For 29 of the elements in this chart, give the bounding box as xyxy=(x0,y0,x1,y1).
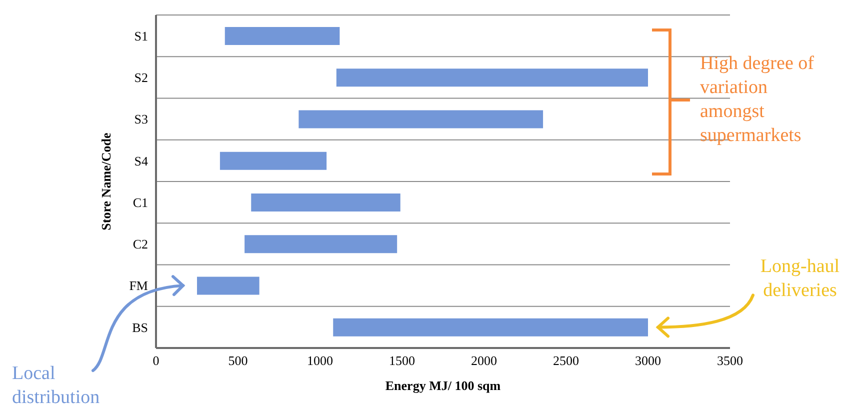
y-tick-label: C2 xyxy=(132,236,148,252)
x-tick-label: 2000 xyxy=(471,353,497,368)
bar xyxy=(220,152,327,170)
y-tick-label: S1 xyxy=(134,28,148,44)
x-axis-title: Energy MJ/ 100 sqm xyxy=(385,378,501,393)
y-tick-label: FM xyxy=(129,278,148,294)
bar xyxy=(197,276,260,295)
x-tick-label: 0 xyxy=(152,353,160,368)
y-tick-label: S3 xyxy=(134,112,148,127)
bar xyxy=(333,318,648,336)
text: Long-haul deliveries xyxy=(759,255,841,303)
bar xyxy=(298,110,544,128)
bar xyxy=(244,235,398,254)
bar xyxy=(224,27,340,45)
text: Local distribution xyxy=(12,362,101,410)
bar xyxy=(251,194,400,212)
x-tick-label: 3000 xyxy=(635,353,661,368)
x-tick-label: 2500 xyxy=(553,353,579,368)
bar xyxy=(336,68,648,87)
y-axis-title: Store Name/Code xyxy=(98,132,114,230)
y-tick-label: BS xyxy=(132,320,148,335)
y-tick-label: S2 xyxy=(134,70,148,86)
x-tick-label: 3500 xyxy=(717,353,743,368)
x-tick-label: 1500 xyxy=(389,353,415,368)
x-tick-label: 500 xyxy=(228,353,248,368)
y-tick-label: S4 xyxy=(134,153,148,168)
annotation: High degree of variation amongst supermarkets xyxy=(700,52,815,148)
x-tick-label: 1000 xyxy=(307,353,333,368)
y-tick-label: C1 xyxy=(132,194,148,210)
